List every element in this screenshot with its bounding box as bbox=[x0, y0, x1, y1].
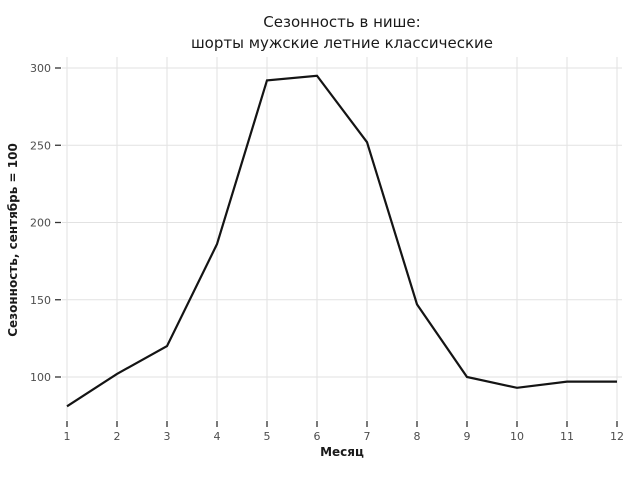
x-tick-label: 4 bbox=[214, 430, 221, 443]
x-tick-label: 3 bbox=[164, 430, 171, 443]
x-tick-label: 9 bbox=[464, 430, 471, 443]
x-tick-label: 5 bbox=[264, 430, 271, 443]
y-tick-label: 250 bbox=[30, 139, 51, 152]
y-axis-title: Сезонность, сентябрь = 100 bbox=[6, 143, 20, 337]
x-axis-title: Месяц bbox=[320, 445, 364, 459]
x-tick-label: 12 bbox=[610, 430, 624, 443]
y-tick-label: 200 bbox=[30, 217, 51, 230]
series-layer bbox=[66, 74, 617, 408]
x-tick-label: 1 bbox=[64, 430, 71, 443]
seasonality-data-line bbox=[66, 74, 617, 408]
y-tick-label: 300 bbox=[30, 62, 51, 75]
y-tick-label: 150 bbox=[30, 294, 51, 307]
tick-layer bbox=[55, 67, 618, 427]
x-tick-label: 8 bbox=[414, 430, 421, 443]
chart-title-line1: Сезонность в нише: bbox=[263, 13, 420, 31]
chart-title-line2: шорты мужские летние классические bbox=[191, 34, 493, 52]
x-tick-label: 6 bbox=[314, 430, 321, 443]
grid-layer bbox=[62, 57, 622, 420]
x-tick-label: 11 bbox=[560, 430, 574, 443]
x-tick-label: 2 bbox=[114, 430, 121, 443]
y-tick-label: 100 bbox=[30, 371, 51, 384]
x-tick-label: 7 bbox=[364, 430, 371, 443]
x-tick-label: 10 bbox=[510, 430, 524, 443]
